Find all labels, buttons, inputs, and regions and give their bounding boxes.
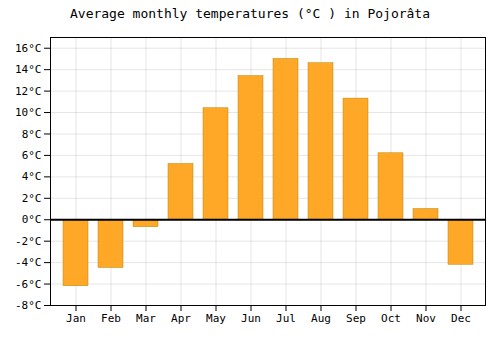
svg-text:-4°C: -4°C [15, 256, 42, 269]
svg-text:0°C: 0°C [22, 213, 42, 226]
svg-text:12°C: 12°C [15, 85, 42, 98]
svg-text:Apr: Apr [171, 312, 191, 325]
svg-text:4°C: 4°C [22, 170, 42, 183]
svg-text:May: May [206, 312, 226, 325]
svg-text:Nov: Nov [416, 312, 436, 325]
svg-text:Mar: Mar [136, 312, 156, 325]
svg-text:Jun: Jun [241, 312, 261, 325]
svg-text:Oct: Oct [381, 312, 401, 325]
svg-text:16°C: 16°C [15, 42, 42, 55]
svg-text:Aug: Aug [311, 312, 331, 325]
svg-text:2°C: 2°C [22, 192, 42, 205]
svg-text:6°C: 6°C [22, 149, 42, 162]
svg-text:Jan: Jan [66, 312, 86, 325]
svg-text:Jul: Jul [276, 312, 296, 325]
html-text:Average monthly temperatures (: Average monthly temperatures (°C ) in Po… [70, 6, 430, 21]
svg-text:-6°C: -6°C [15, 278, 42, 291]
svg-text:14°C: 14°C [15, 63, 42, 76]
svg-text:Feb: Feb [101, 312, 121, 325]
svg-text:Dec: Dec [451, 312, 471, 325]
svg-text:10°C: 10°C [15, 106, 42, 119]
svg-text:-8°C: -8°C [15, 299, 42, 312]
svg-text:Sep: Sep [346, 312, 366, 325]
svg-text:8°C: 8°C [22, 128, 42, 141]
svg-text:-2°C: -2°C [15, 235, 42, 248]
